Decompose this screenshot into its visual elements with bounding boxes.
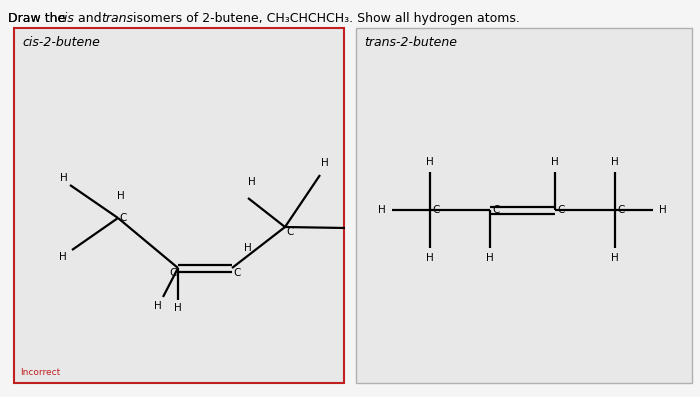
Bar <box>14 28 344 383</box>
Text: C: C <box>617 205 624 215</box>
Text: H: H <box>244 243 252 253</box>
Text: H: H <box>486 253 494 263</box>
Text: H: H <box>551 157 559 167</box>
Text: C: C <box>119 213 127 223</box>
Text: C: C <box>557 205 565 215</box>
Text: trans-2-butene: trans-2-butene <box>364 36 457 49</box>
Text: H: H <box>426 157 434 167</box>
Bar <box>356 28 692 383</box>
Text: trans: trans <box>102 12 134 25</box>
Text: H: H <box>59 252 67 262</box>
Text: H: H <box>611 253 619 263</box>
Text: cis-2-butene: cis-2-butene <box>22 36 100 49</box>
Text: H: H <box>611 157 619 167</box>
Text: H: H <box>154 301 162 311</box>
Text: C: C <box>286 227 294 237</box>
Text: isomers of 2-butene, CH₃CHCHCH₃. Show all hydrogen atoms.: isomers of 2-butene, CH₃CHCHCH₃. Show al… <box>129 12 520 25</box>
Text: Incorrect: Incorrect <box>20 368 60 377</box>
Text: cis: cis <box>57 12 74 25</box>
Text: Draw the: Draw the <box>8 12 69 25</box>
Text: H: H <box>378 205 386 215</box>
Text: H: H <box>117 191 125 201</box>
Text: Draw the: Draw the <box>8 12 69 25</box>
Text: C: C <box>433 205 440 215</box>
Text: C: C <box>169 268 176 278</box>
Text: H: H <box>248 177 256 187</box>
Text: H: H <box>426 253 434 263</box>
Text: H: H <box>659 205 667 215</box>
Text: and: and <box>74 12 106 25</box>
Text: C: C <box>233 268 241 278</box>
Text: H: H <box>174 303 182 313</box>
Text: H: H <box>321 158 329 168</box>
Text: H: H <box>60 173 68 183</box>
Text: C: C <box>492 205 500 215</box>
